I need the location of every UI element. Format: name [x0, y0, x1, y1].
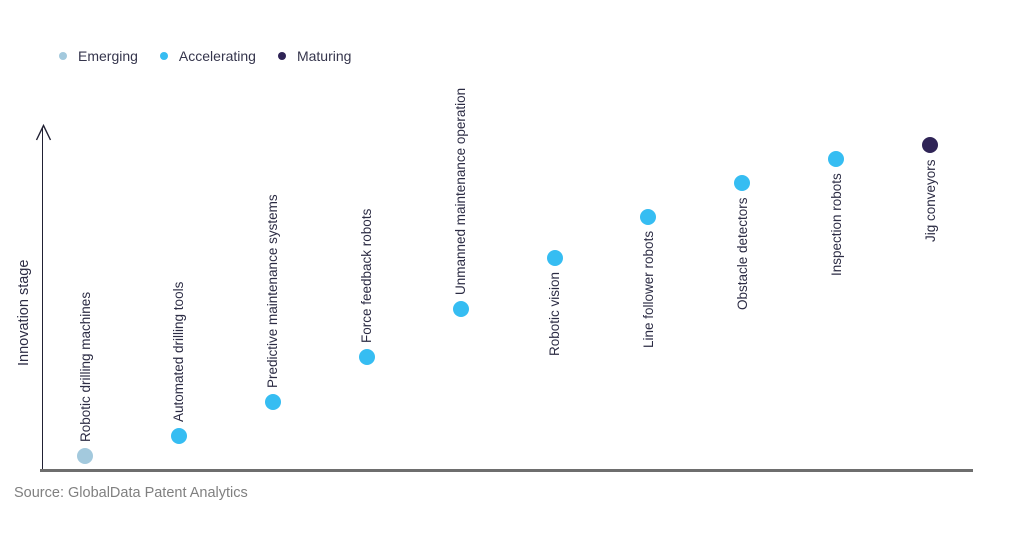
legend-item-accelerating: Accelerating	[159, 48, 256, 64]
legend-item-emerging: Emerging	[59, 48, 138, 64]
y-axis-arrow-icon	[35, 124, 52, 141]
source-note: Source: GlobalData Patent Analytics	[14, 485, 248, 501]
data-point-dot	[828, 150, 845, 167]
data-point-label: Jig conveyors	[922, 159, 938, 243]
data-point-dot	[170, 427, 187, 444]
data-point-dot	[734, 174, 751, 191]
legend-item-maturing: Maturing	[277, 48, 352, 64]
data-point-label: Robotic vision	[547, 271, 562, 356]
x-axis-line	[40, 469, 973, 472]
emerging-dot-icon	[59, 52, 67, 60]
legend-item-label: Emerging	[78, 48, 138, 64]
data-point-label: Obstacle detectors	[734, 197, 750, 310]
data-point-dot	[452, 301, 469, 318]
data-point-label: Inspection robots	[828, 172, 844, 276]
accelerating-dot-icon	[159, 52, 168, 60]
data-point-dot	[358, 349, 375, 366]
legend-item-label: Maturing	[296, 48, 352, 64]
data-point-dot	[264, 393, 281, 410]
data-point-label: Force feedback robots	[359, 208, 375, 344]
data-point-label: Unmanned maintenance operation	[453, 88, 469, 296]
maturing-dot-icon	[277, 52, 286, 60]
data-point-dot	[922, 137, 939, 154]
y-axis-title: Innovation stage	[16, 259, 32, 366]
data-point-label: Predictive maintenance systems	[265, 194, 281, 388]
y-axis-line	[42, 127, 44, 470]
data-point-label: Automated drilling tools	[171, 281, 187, 422]
data-point-dot	[546, 249, 563, 266]
legend: Emerging Accelerating Maturing	[59, 48, 351, 64]
data-point-label: Line follower robots	[640, 230, 656, 348]
legend-item-label: Accelerating	[178, 48, 256, 64]
data-point-dot	[77, 448, 93, 465]
data-point-dot	[640, 208, 657, 225]
data-point-label: Robotic drilling machines	[77, 292, 93, 443]
